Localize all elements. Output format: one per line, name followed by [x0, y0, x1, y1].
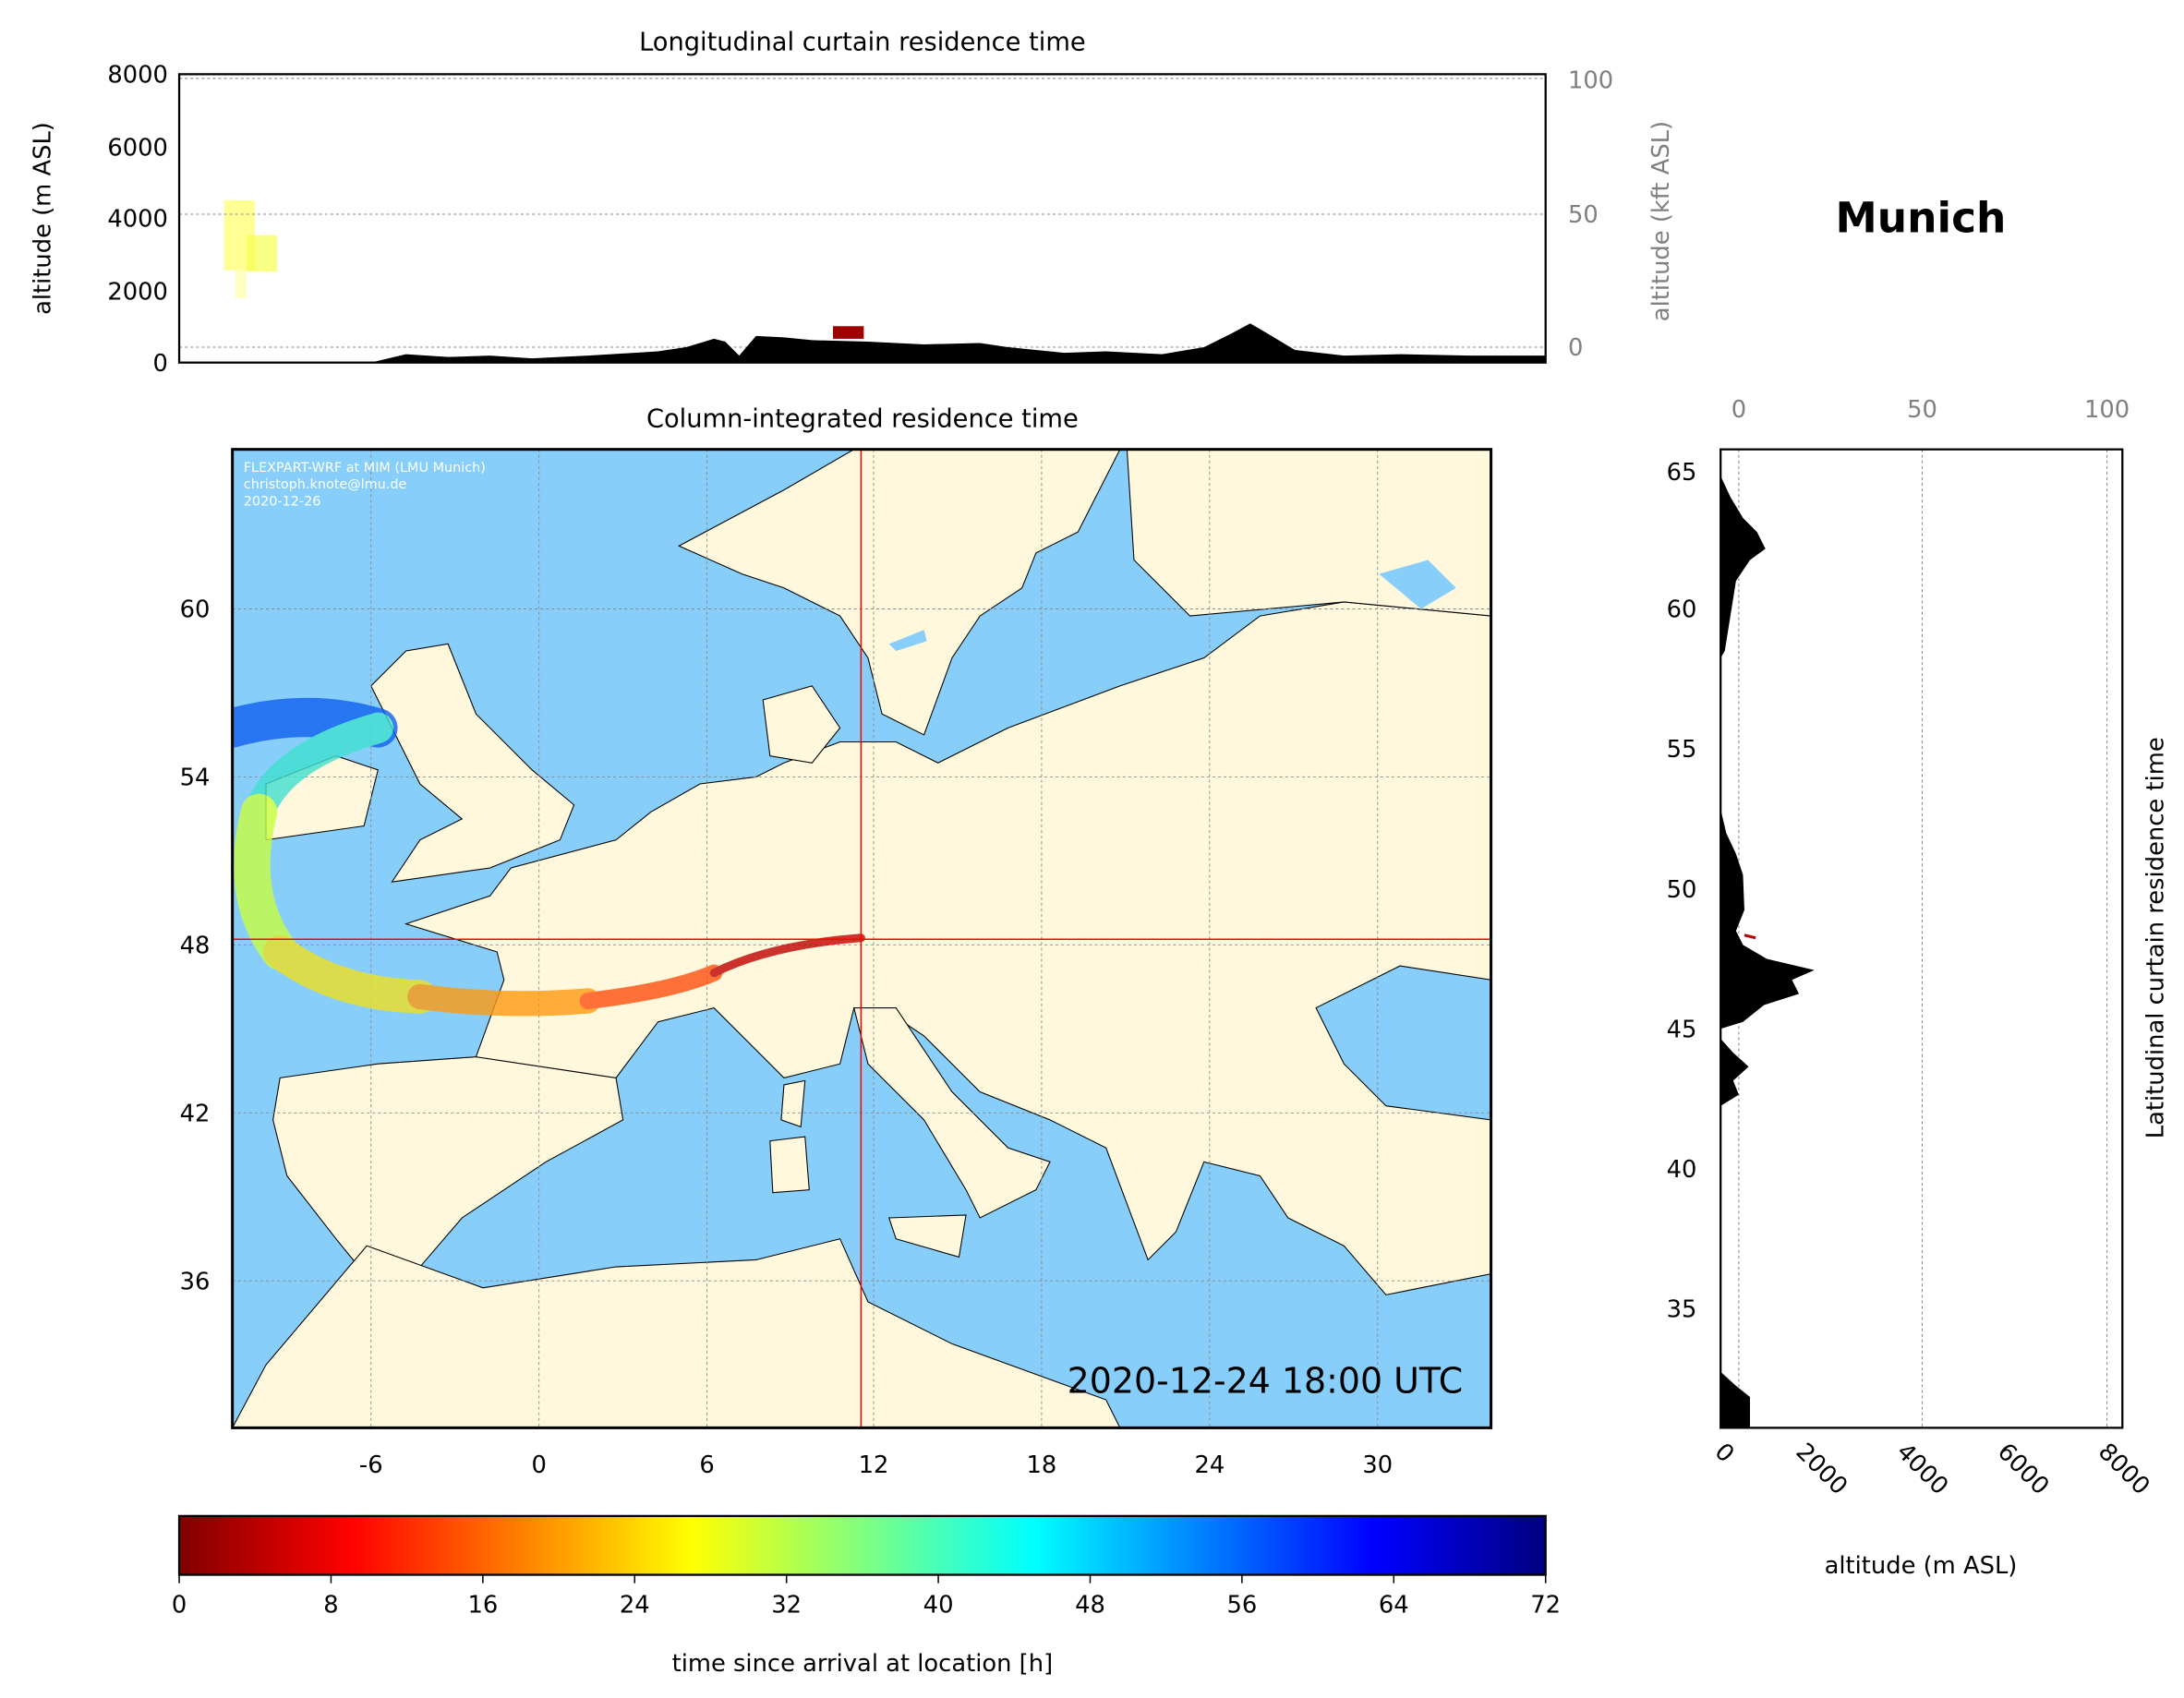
svg-text:12: 12 [859, 1451, 889, 1479]
svg-text:2000: 2000 [1791, 1438, 1853, 1500]
land [232, 449, 1491, 1428]
right-y-axis: 65 60 55 50 45 40 35 Latitudinal curtain… [1667, 459, 2170, 1324]
svg-text:-6: -6 [359, 1451, 383, 1479]
svg-text:30: 30 [1362, 1451, 1393, 1479]
svg-text:6000: 6000 [1992, 1438, 2055, 1500]
top-panel-title: Longitudinal curtain residence time [639, 29, 1086, 57]
svg-text:24: 24 [1194, 1451, 1225, 1479]
residence-patch [246, 235, 278, 272]
colorbar: 0 8 16 24 32 40 48 56 64 72 time since arrival at… [172, 1514, 1561, 1678]
credit-line: FLEXPART-WRF at MIM (LMU Munich) [244, 461, 486, 476]
svg-text:65: 65 [1667, 459, 1697, 487]
top-right-axis: 0 50 100 altitude (kft ASL) [1568, 67, 1675, 363]
colorbar-tick-label: 64 [1379, 1591, 1409, 1619]
terrain-profile [179, 323, 1546, 363]
svg-text:0: 0 [1732, 396, 1746, 424]
terrain-profile [1720, 449, 1815, 1428]
credit-line: christoph.knote@lmu.de [244, 477, 407, 492]
svg-text:54: 54 [180, 765, 211, 792]
svg-text:42: 42 [180, 1100, 211, 1127]
svg-text:50: 50 [1907, 396, 1937, 424]
svg-text:60: 60 [180, 596, 211, 624]
svg-text:100: 100 [2084, 396, 2130, 424]
svg-text:4000: 4000 [107, 206, 168, 234]
map: FLEXPART-WRF at MIM (LMU Munich) christo… [232, 449, 1491, 1428]
colorbar-tick-label: 48 [1075, 1591, 1105, 1619]
map-y-axis: 60 54 48 42 36 [180, 596, 211, 1296]
colorbar-label: time since arrival at location [h] [672, 1650, 1054, 1678]
svg-text:35: 35 [1667, 1296, 1697, 1324]
right-top-axis: 0 50 100 [1732, 396, 2130, 424]
colorbar-tick-label: 0 [172, 1591, 187, 1619]
colorbar-tick-label: 72 [1530, 1591, 1561, 1619]
svg-text:4000: 4000 [1891, 1438, 1954, 1500]
svg-text:0: 0 [153, 350, 168, 378]
map-title: Column-integrated residence time [646, 404, 1079, 433]
svg-text:60: 60 [1667, 596, 1697, 624]
svg-text:100: 100 [1568, 67, 1613, 95]
svg-text:6: 6 [699, 1451, 714, 1479]
colorbar-tick-label: 16 [467, 1591, 498, 1619]
colorbar-tick-label: 40 [923, 1591, 954, 1619]
plume [232, 697, 865, 1017]
top-ylabel: altitude (m ASL) [30, 122, 57, 315]
svg-text:0: 0 [1568, 334, 1583, 362]
colorbar-tick-label: 24 [620, 1591, 650, 1619]
svg-text:2000: 2000 [107, 278, 168, 306]
top-panel [177, 73, 1547, 364]
svg-text:50: 50 [1667, 876, 1697, 904]
svg-text:18: 18 [1027, 1451, 1057, 1479]
svg-text:6000: 6000 [107, 134, 168, 162]
svg-text:40: 40 [1667, 1156, 1697, 1184]
right-panel [1719, 448, 2124, 1429]
residence-patch [833, 326, 864, 339]
right-x-axis: 0 2000 4000 6000 8000 altitude (m ASL) [1709, 1438, 2155, 1580]
svg-text:50: 50 [1568, 201, 1599, 229]
lake [888, 630, 927, 651]
svg-text:36: 36 [180, 1268, 211, 1295]
map-x-axis: -6 0 6 12 18 24 30 [359, 1451, 1393, 1479]
svg-text:55: 55 [1667, 736, 1697, 764]
colorbar-tick-label: 56 [1226, 1591, 1257, 1619]
svg-text:8000: 8000 [107, 61, 168, 89]
black-sea [1315, 965, 1491, 1121]
colorbar-tick-label: 32 [771, 1591, 802, 1619]
colorbar-tick-label: 8 [323, 1591, 338, 1619]
lake [1379, 560, 1456, 609]
residence-patch [235, 270, 247, 298]
svg-text:8000: 8000 [2093, 1438, 2155, 1500]
right-panel-title: Latitudinal curtain residence time [2142, 737, 2169, 1138]
timestamp: 2020-12-24 18:00 UTC [1068, 1360, 1464, 1401]
top-left-axis: 0 2000 4000 6000 8000 altitude (m ASL) [30, 61, 168, 377]
credit-line: 2020-12-26 [244, 494, 321, 509]
svg-text:45: 45 [1667, 1016, 1697, 1043]
location-title: Munich [1836, 194, 2007, 243]
svg-text:0: 0 [1709, 1438, 1740, 1468]
svg-text:48: 48 [180, 932, 211, 959]
svg-text:0: 0 [531, 1451, 546, 1479]
right-xlabel: altitude (m ASL) [1825, 1552, 2018, 1580]
top-ylabel-right: altitude (kft ASL) [1647, 121, 1675, 321]
